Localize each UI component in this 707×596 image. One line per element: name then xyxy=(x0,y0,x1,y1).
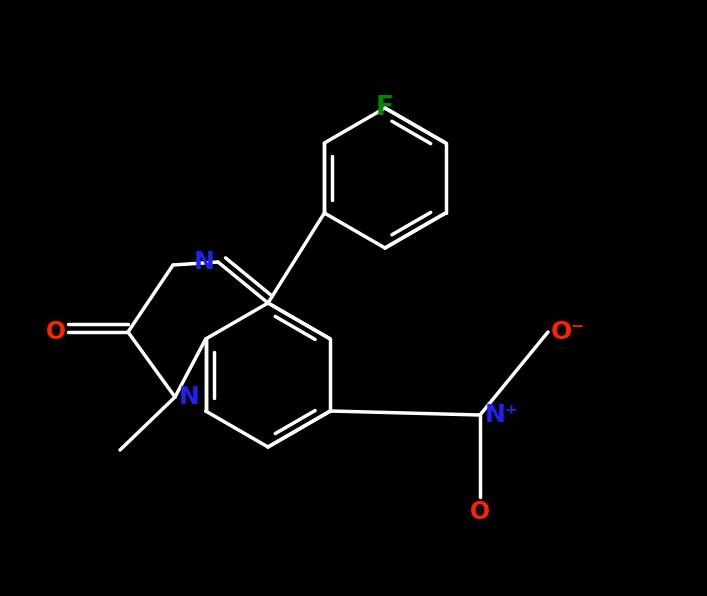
Text: N: N xyxy=(179,385,199,409)
Text: O: O xyxy=(470,500,490,524)
Text: O⁻: O⁻ xyxy=(551,320,585,344)
Text: N⁺: N⁺ xyxy=(485,403,519,427)
Text: F: F xyxy=(376,95,394,121)
Text: O: O xyxy=(46,320,66,344)
Text: N: N xyxy=(194,250,214,274)
